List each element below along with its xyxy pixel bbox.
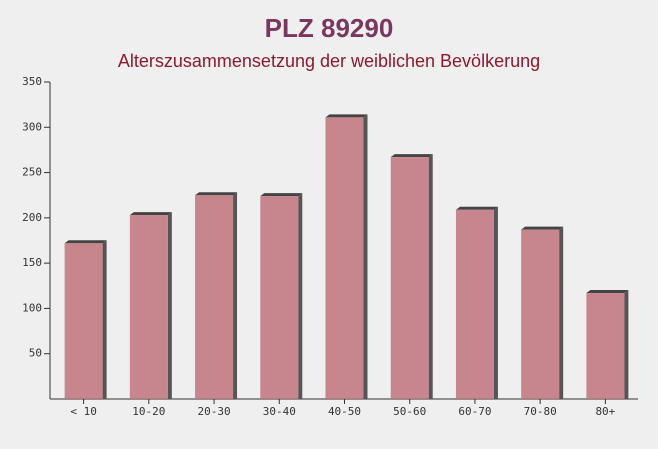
y-tick-label: 200: [22, 211, 42, 224]
bar-top: [455, 206, 498, 210]
x-tick-label: 70-80: [524, 405, 557, 418]
x-tick-label: 30-40: [263, 405, 296, 418]
bar-side: [428, 154, 433, 399]
x-tick-label: < 10: [70, 405, 97, 418]
y-tick-label: 250: [22, 166, 42, 179]
bar: [260, 196, 299, 399]
bar-side: [493, 206, 498, 399]
y-tick-label: 100: [22, 301, 42, 314]
y-tick-label: 350: [22, 75, 42, 88]
bar-side: [298, 193, 303, 399]
x-tick-label: 10-20: [132, 405, 165, 418]
y-tick-label: 300: [22, 120, 42, 133]
bar: [325, 117, 364, 399]
bar-side: [559, 226, 564, 399]
bar: [129, 215, 168, 399]
bar: [586, 293, 625, 399]
bar-side: [363, 114, 368, 399]
bar-side: [102, 240, 107, 399]
bar-side: [233, 192, 238, 399]
chart-subtitle: Alterszusammensetzung der weiblichen Bev…: [118, 51, 540, 71]
x-tick-label: 40-50: [328, 405, 361, 418]
bar: [390, 157, 429, 399]
bar-top: [195, 192, 238, 196]
x-tick-label: 20-30: [197, 405, 230, 418]
y-tick-label: 50: [29, 347, 42, 360]
bar-top: [260, 193, 303, 197]
x-tick-label: 60-70: [458, 405, 491, 418]
chart-title: PLZ 89290: [265, 13, 394, 43]
bar-top: [586, 290, 629, 294]
x-tick-label: 80+: [595, 405, 615, 418]
bar: [64, 243, 103, 399]
bar: [521, 229, 560, 399]
bar-top: [521, 226, 564, 230]
bar-top: [129, 212, 172, 216]
bar-top: [325, 114, 368, 118]
bar: [455, 209, 494, 399]
y-tick-label: 150: [22, 256, 42, 269]
bar-top: [64, 240, 107, 244]
x-tick-label: 50-60: [393, 405, 426, 418]
bar-side: [624, 290, 629, 399]
bar-side: [167, 212, 172, 399]
bar-top: [390, 154, 433, 158]
bar: [195, 195, 234, 399]
